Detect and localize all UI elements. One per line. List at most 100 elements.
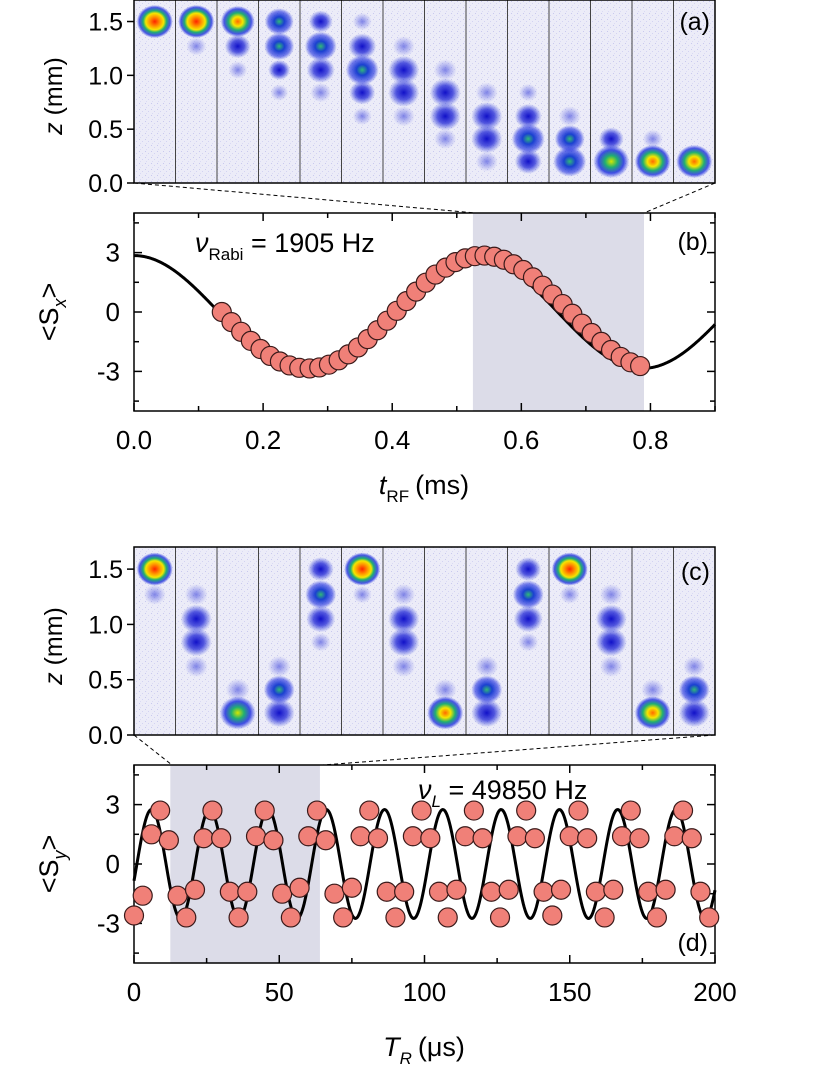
data-point xyxy=(202,800,223,821)
image-frame xyxy=(304,10,337,103)
data-point xyxy=(306,800,328,821)
data-point xyxy=(542,905,563,926)
atom-cloud xyxy=(513,605,543,633)
atom-cloud xyxy=(306,57,335,83)
image-frame xyxy=(345,12,379,125)
y-tick-label: 0.5 xyxy=(88,667,123,695)
atom-cloud xyxy=(270,84,289,101)
atom-cloud xyxy=(186,37,207,56)
atom-cloud xyxy=(388,627,420,657)
panel-b-rabi-plot: 0.0 0.2 0.4 0.6 0.830-3 (b) νRabi = 1905 Hz … xyxy=(34,212,717,506)
data-point xyxy=(158,830,179,851)
x-tick-label: 0.0 xyxy=(116,425,152,455)
data-point xyxy=(699,907,720,928)
image-frame xyxy=(220,5,255,79)
atom-cloud xyxy=(678,698,710,728)
atom-cloud xyxy=(392,583,416,606)
data-point xyxy=(184,879,206,900)
panel-label: (c) xyxy=(681,558,710,586)
image-frame xyxy=(264,8,295,101)
atom-cloud xyxy=(515,557,542,582)
atom-cloud xyxy=(558,106,581,127)
image-frame xyxy=(388,36,420,127)
data-point xyxy=(394,881,415,902)
atom-cloud xyxy=(554,125,585,153)
image-frame xyxy=(305,557,337,652)
atom-cloud xyxy=(307,557,334,582)
atom-cloud xyxy=(178,4,215,39)
atom-cloud xyxy=(136,552,173,586)
atom-cloud xyxy=(267,655,291,678)
panel-label: (b) xyxy=(677,228,708,256)
atom-cloud xyxy=(180,627,212,657)
y-tick-label: -3 xyxy=(97,908,120,938)
data-point xyxy=(280,907,301,928)
data-point xyxy=(620,800,641,821)
data-point xyxy=(611,826,633,847)
image-frame xyxy=(553,106,587,177)
data-point xyxy=(428,881,450,902)
image-frame xyxy=(634,129,671,179)
image-frame xyxy=(593,127,630,179)
axes-frame xyxy=(133,546,716,736)
zoom-connector-right xyxy=(322,734,716,766)
zoom-connector-right xyxy=(643,182,716,214)
y-tick-label: 3 xyxy=(106,790,120,820)
x-tick-label: 200 xyxy=(693,977,736,1007)
data-point xyxy=(141,824,162,845)
x-tick-label: 50 xyxy=(265,977,294,1007)
data-point xyxy=(359,800,380,821)
atom-cloud xyxy=(551,552,588,586)
atom-cloud xyxy=(219,696,256,730)
y-tick-label: 0.5 xyxy=(88,116,123,144)
data-point xyxy=(123,905,145,926)
atom-cloud xyxy=(225,678,250,701)
y-axis-label: <Sy> xyxy=(34,835,70,894)
image-frame xyxy=(219,678,256,730)
data-point xyxy=(289,877,310,898)
x-tick-label: 0.8 xyxy=(632,425,668,455)
atom-cloud xyxy=(136,4,173,39)
y-axis-label: z (mm) xyxy=(40,607,68,686)
atom-cloud xyxy=(388,78,420,107)
data-points xyxy=(211,245,651,379)
atom-cloud xyxy=(634,144,671,179)
image-frame xyxy=(263,655,295,728)
data-point xyxy=(132,885,153,906)
atom-cloud xyxy=(471,698,503,728)
data-point xyxy=(507,826,528,847)
y-tick-label: 3 xyxy=(106,238,120,268)
data-point xyxy=(533,881,554,902)
data-point xyxy=(489,907,511,928)
atom-cloud xyxy=(512,580,544,609)
data-point xyxy=(411,800,432,821)
atom-cloud xyxy=(263,698,295,728)
atom-cloud xyxy=(471,101,503,131)
atom-cloud xyxy=(518,632,539,652)
atom-cloud xyxy=(599,583,623,606)
data-point xyxy=(402,826,423,847)
atom-cloud xyxy=(595,627,627,657)
larmor-frequency-annotation: νL = 49850 Hz xyxy=(418,775,587,811)
image-frames xyxy=(134,547,715,735)
atom-cloud xyxy=(475,151,498,172)
atom-cloud xyxy=(388,604,420,634)
data-point xyxy=(446,879,467,900)
y-tick-label: 1.5 xyxy=(88,556,123,584)
y-axis-label: <Sx> xyxy=(34,283,70,342)
data-point xyxy=(681,828,702,849)
data-point xyxy=(603,879,624,900)
atom-cloud xyxy=(427,696,464,730)
data-point xyxy=(672,800,694,821)
image-frames xyxy=(134,0,715,183)
data-point xyxy=(385,907,406,928)
panel-a-absorption-images: 0.0 0.5 1.0 1.5 (a) z (mm) xyxy=(40,0,716,198)
data-point xyxy=(524,828,545,849)
shaded-region xyxy=(170,765,320,963)
atom-cloud xyxy=(388,55,420,85)
data-point xyxy=(655,879,676,900)
atom-cloud xyxy=(310,82,332,103)
atom-cloud xyxy=(263,675,295,704)
data-point xyxy=(664,826,685,847)
